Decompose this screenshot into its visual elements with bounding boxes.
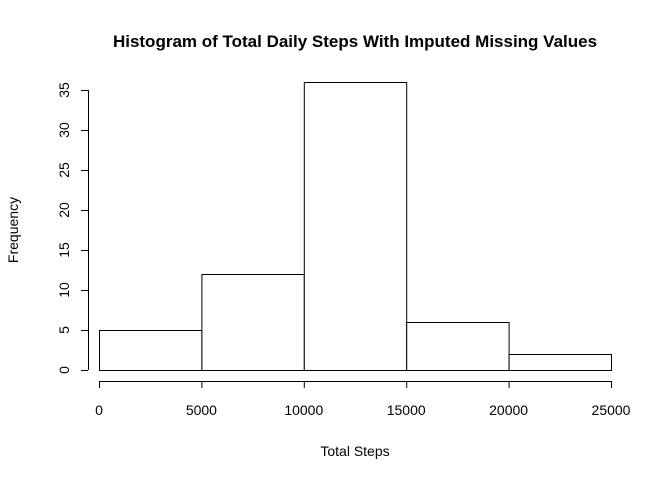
x-axis: 0 5000 10000 15000 20000 25000: [95, 381, 631, 418]
y-tick-label: 15: [56, 242, 72, 258]
x-tick-label: 25000: [592, 402, 631, 418]
histogram-bar-1: [201, 274, 305, 371]
y-tick-label: 5: [56, 326, 72, 334]
x-tick-label: 10000: [284, 402, 323, 418]
x-tick-label: 5000: [186, 402, 217, 418]
histogram-bar-0: [99, 330, 203, 371]
x-tick-label: 0: [95, 402, 103, 418]
y-tick-label: 35: [56, 82, 72, 98]
x-axis-label: Total Steps: [320, 443, 389, 459]
x-tick-label: 15000: [387, 402, 426, 418]
y-tick-label: 0: [56, 366, 72, 374]
x-tick-label: 20000: [489, 402, 528, 418]
y-tick-label: 30: [56, 122, 72, 138]
histogram-bar-3: [406, 322, 510, 371]
chart-title: Histogram of Total Daily Steps With Impu…: [113, 32, 597, 51]
y-tick-label: 20: [56, 202, 72, 218]
bars-group: [99, 82, 613, 371]
histogram-bar-4: [508, 354, 613, 371]
y-axis-label: Frequency: [5, 197, 21, 263]
y-tick-label: 10: [56, 282, 72, 298]
histogram-bar-2: [303, 82, 408, 371]
y-axis: 0 5 10 15 20 25 30 35: [56, 82, 89, 374]
y-tick-label: 25: [56, 162, 72, 178]
